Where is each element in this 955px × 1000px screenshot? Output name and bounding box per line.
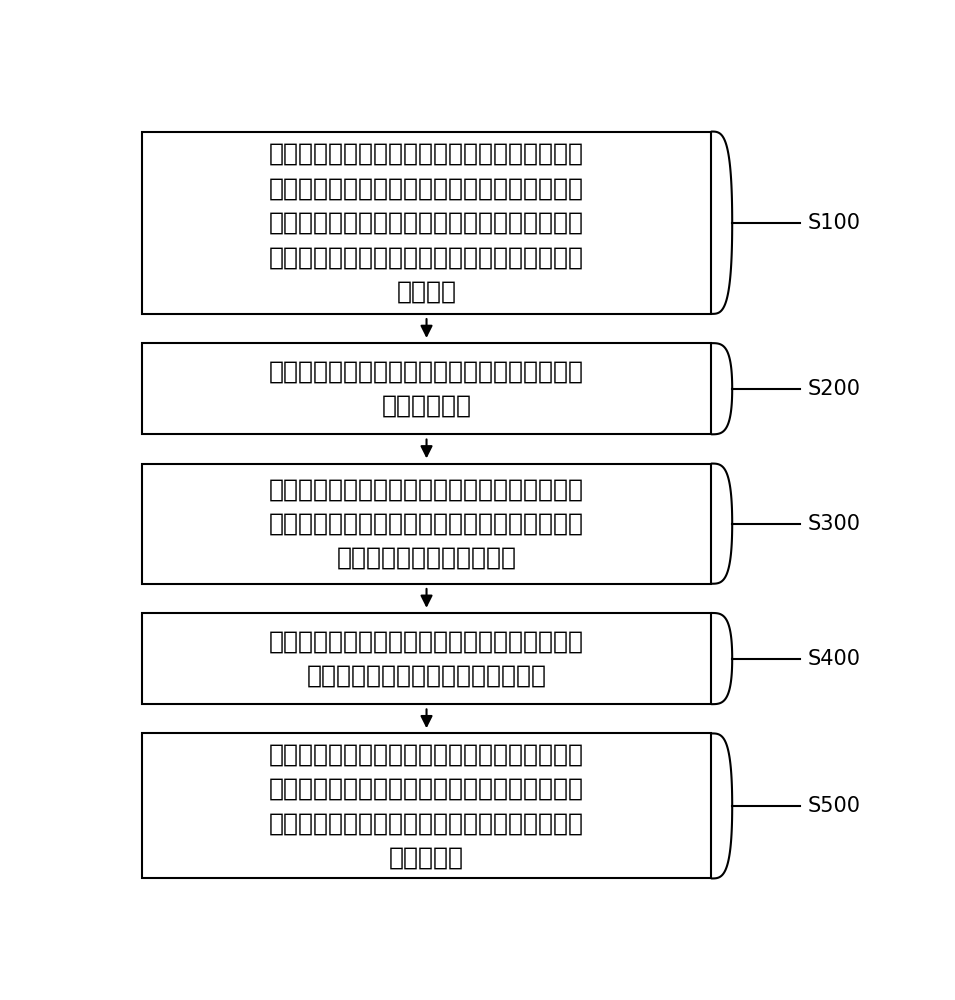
Text: 基于通道长度差、通道要求长度差和系统误差准
确值，确定测试通道的待修剪长度值: 基于通道长度差、通道要求长度差和系统误差准 确值，确定测试通道的待修剪长度值 [269, 629, 584, 688]
Text: 获取基准通道在工作频率上限与工作频率下限的
第一相位差和测试通道在工作频率上限与工作频
率下限的第二相位差，并基于所述第一相位差和
第二相位差，确定基准通道与测: 获取基准通道在工作频率上限与工作频率下限的 第一相位差和测试通道在工作频率上限与… [269, 142, 584, 304]
Text: S500: S500 [808, 796, 860, 816]
FancyBboxPatch shape [141, 464, 711, 584]
Text: S400: S400 [808, 649, 860, 669]
Text: S100: S100 [808, 213, 860, 233]
Text: S200: S200 [808, 379, 860, 399]
Text: 根据所述待修剪长度值，驱动通道间相位差控制
设备对测试通道对应的光纤执行长度修剪任务，
以使修剪后的测试通道满足光传输产品通道间的
相位差要求: 根据所述待修剪长度值，驱动通道间相位差控制 设备对测试通道对应的光纤执行长度修剪… [269, 742, 584, 870]
FancyBboxPatch shape [141, 343, 711, 434]
Text: S300: S300 [808, 514, 860, 534]
FancyBboxPatch shape [141, 132, 711, 314]
Text: 根据所述通道相位差，确定基准通道与测试通道
的通道长度差: 根据所述通道相位差，确定基准通道与测试通道 的通道长度差 [269, 359, 584, 418]
FancyBboxPatch shape [141, 733, 711, 878]
FancyBboxPatch shape [141, 613, 711, 704]
Text: 采集若干次光纤长度变化时的实际长度变化与测
试长度变化的系统误差值，并基于若干个系统误
差值，获得系统误差准确值: 采集若干次光纤长度变化时的实际长度变化与测 试长度变化的系统误差值，并基于若干个… [269, 477, 584, 570]
